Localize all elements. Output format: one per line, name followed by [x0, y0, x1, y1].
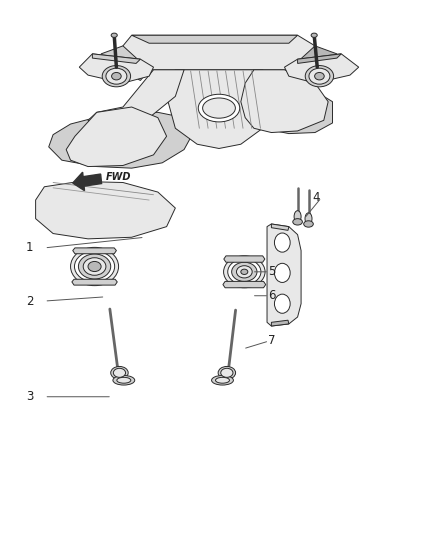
Polygon shape [132, 35, 297, 43]
Polygon shape [73, 248, 117, 254]
Ellipse shape [71, 247, 119, 286]
Ellipse shape [305, 66, 334, 87]
Ellipse shape [198, 94, 240, 122]
Ellipse shape [228, 259, 261, 285]
Ellipse shape [212, 375, 233, 385]
Ellipse shape [305, 213, 312, 224]
Text: 2: 2 [26, 295, 33, 308]
Ellipse shape [223, 256, 265, 288]
Ellipse shape [294, 211, 301, 222]
Ellipse shape [309, 68, 330, 84]
Polygon shape [66, 107, 166, 166]
Polygon shape [79, 54, 153, 83]
Ellipse shape [113, 375, 135, 385]
Ellipse shape [221, 368, 233, 377]
Polygon shape [297, 54, 341, 63]
Ellipse shape [113, 368, 126, 377]
Polygon shape [289, 46, 337, 80]
Circle shape [275, 233, 290, 252]
Text: 4: 4 [312, 191, 319, 204]
Polygon shape [223, 281, 266, 288]
Ellipse shape [102, 66, 131, 87]
Ellipse shape [215, 377, 230, 383]
Polygon shape [88, 70, 184, 131]
Text: 7: 7 [268, 334, 276, 348]
Ellipse shape [111, 33, 117, 37]
Polygon shape [267, 224, 301, 326]
Ellipse shape [237, 266, 252, 278]
Text: 1: 1 [26, 241, 33, 254]
Polygon shape [224, 256, 265, 262]
Polygon shape [272, 224, 289, 230]
Ellipse shape [314, 72, 324, 80]
Text: FWD: FWD [106, 172, 131, 182]
Polygon shape [49, 112, 193, 168]
Ellipse shape [78, 254, 111, 279]
Ellipse shape [203, 98, 235, 118]
Polygon shape [285, 54, 359, 83]
Ellipse shape [232, 262, 257, 281]
Polygon shape [241, 70, 328, 133]
Ellipse shape [311, 33, 317, 37]
Text: 3: 3 [26, 390, 33, 403]
Circle shape [275, 294, 290, 313]
Ellipse shape [74, 251, 115, 282]
Ellipse shape [88, 262, 101, 271]
FancyArrow shape [73, 172, 102, 191]
Ellipse shape [117, 377, 131, 383]
Ellipse shape [218, 367, 236, 379]
Polygon shape [92, 54, 141, 63]
Ellipse shape [304, 221, 313, 227]
Ellipse shape [293, 219, 302, 225]
Text: 5: 5 [268, 265, 276, 278]
Text: 6: 6 [268, 289, 276, 302]
Ellipse shape [83, 258, 106, 275]
Ellipse shape [241, 269, 248, 274]
Polygon shape [123, 35, 315, 70]
Polygon shape [101, 46, 149, 80]
Polygon shape [166, 70, 272, 149]
Polygon shape [272, 320, 289, 326]
Circle shape [275, 263, 290, 282]
Polygon shape [241, 87, 332, 134]
Ellipse shape [106, 68, 127, 84]
Ellipse shape [111, 367, 128, 379]
Polygon shape [72, 279, 117, 285]
Ellipse shape [112, 72, 121, 80]
Polygon shape [35, 181, 175, 239]
